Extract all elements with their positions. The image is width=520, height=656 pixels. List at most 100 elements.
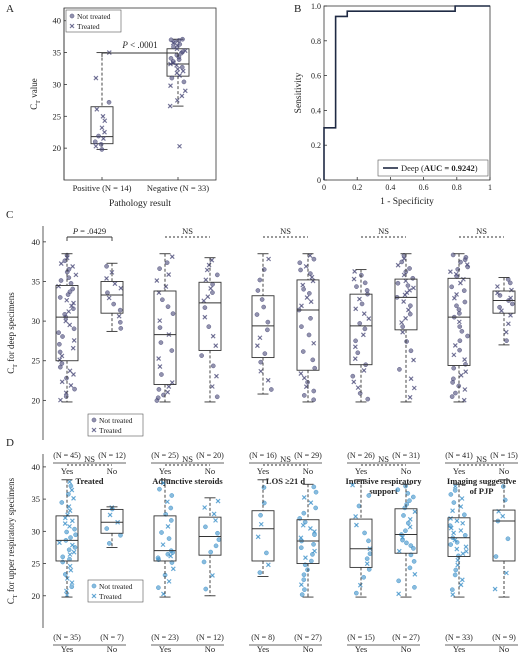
x-tick-label: 1: [488, 183, 492, 192]
data-point-not-treated: [264, 550, 269, 556]
box: [296, 519, 320, 565]
cross-stroke: [64, 297, 70, 303]
data-point-not-treated: [454, 303, 459, 309]
box: [90, 106, 114, 145]
data-point-treated: [452, 483, 458, 489]
data-point-treated: [67, 552, 73, 557]
data-point-not-treated: [456, 307, 462, 312]
ns-label: NS: [476, 454, 487, 464]
data-point-treated: [67, 368, 73, 374]
cross-stroke: [93, 75, 99, 81]
cross-stroke: [451, 530, 457, 536]
data-point-not-treated: [411, 559, 417, 564]
cross-stroke: [395, 262, 401, 268]
cross-stroke: [210, 573, 215, 578]
data-point-not-treated: [308, 558, 314, 564]
cross-stroke: [66, 309, 72, 314]
data-point-not-treated: [201, 559, 207, 565]
cross-stroke: [351, 276, 357, 282]
data-point-treated: [163, 284, 169, 289]
data-point-treated: [71, 549, 77, 555]
box: [394, 508, 418, 554]
data-point-treated: [495, 290, 500, 296]
data-point-not-treated: [353, 590, 359, 596]
cross-stroke: [201, 298, 207, 304]
sample-size-label: (N = 26): [347, 451, 375, 460]
data-point-treated: [69, 580, 75, 586]
sample-size-label: (N = 27): [294, 633, 322, 642]
data-point-not-treated: [208, 549, 214, 555]
y-tick-label: 30: [53, 79, 62, 89]
cross-stroke: [307, 253, 313, 258]
y-tick-label: 20: [32, 591, 41, 601]
cross-stroke: [174, 62, 179, 68]
data-point-treated: [93, 143, 99, 149]
cross-stroke: [460, 520, 466, 526]
y-tick-label: 30: [32, 316, 41, 326]
data-point-treated: [69, 487, 75, 493]
data-point-not-treated: [206, 324, 212, 330]
box: [100, 281, 124, 314]
data-point-treated: [265, 377, 271, 383]
cross-stroke: [67, 368, 73, 374]
data-point-not-treated: [408, 348, 414, 354]
data-point-not-treated: [357, 391, 363, 396]
data-point-treated: [68, 383, 74, 388]
data-point-treated: [68, 567, 74, 573]
y-tick-label: 35: [32, 494, 41, 504]
cross-stroke: [209, 384, 215, 389]
data-point-not-treated: [168, 518, 174, 523]
cross-stroke: [401, 256, 407, 262]
data-point-treated: [463, 544, 469, 550]
data-point-not-treated: [299, 324, 304, 329]
data-point-treated: [62, 515, 68, 521]
data-point-treated: [459, 496, 465, 501]
cross-stroke: [399, 320, 405, 325]
data-point-not-treated: [56, 330, 61, 335]
data-point-not-treated: [405, 520, 411, 526]
cross-stroke: [118, 285, 124, 291]
data-point-treated: [462, 357, 468, 363]
data-point-treated: [303, 555, 308, 561]
data-point-not-treated: [155, 555, 161, 561]
cross-stroke: [396, 591, 402, 597]
cross-stroke: [164, 499, 170, 505]
cross-stroke: [62, 521, 68, 526]
cross-stroke: [94, 106, 100, 112]
ns-label: NS: [378, 454, 389, 464]
y-tick-label: 20: [53, 143, 62, 153]
cross-stroke: [209, 257, 215, 263]
cross-stroke: [308, 299, 314, 305]
cross-stroke: [91, 593, 97, 599]
data-point-treated: [411, 385, 417, 391]
cross-stroke: [357, 296, 362, 302]
legend-label-not-treated: Not treated: [77, 12, 111, 21]
data-point-treated: [107, 512, 113, 518]
sample-size-label: (N = 15): [347, 633, 375, 642]
cross-stroke: [450, 592, 456, 598]
data-point-not-treated: [255, 288, 261, 293]
data-point-not-treated: [403, 528, 408, 534]
cross-stroke: [412, 509, 418, 515]
sample-size-label: (N = 45): [53, 451, 81, 460]
data-point-treated: [63, 390, 69, 396]
sample-size-label: (N = 9): [492, 633, 516, 642]
cross-stroke: [210, 333, 216, 339]
cross-stroke: [71, 495, 76, 501]
data-point-treated: [67, 322, 73, 328]
data-point-treated: [69, 542, 75, 548]
group-title: of PJP: [470, 486, 494, 496]
data-point-treated: [64, 297, 70, 303]
data-point-not-treated: [459, 328, 465, 334]
sample-size-label: (N = 33): [445, 633, 473, 642]
data-point-not-treated: [72, 386, 77, 392]
sample-size-label: (N = 20): [196, 451, 224, 460]
cross-stroke: [67, 508, 73, 514]
data-point-treated: [206, 262, 212, 268]
data-point-treated: [460, 520, 466, 526]
x-tick-label: 0: [322, 183, 326, 192]
cross-stroke: [71, 549, 77, 555]
data-point-treated: [99, 125, 105, 131]
